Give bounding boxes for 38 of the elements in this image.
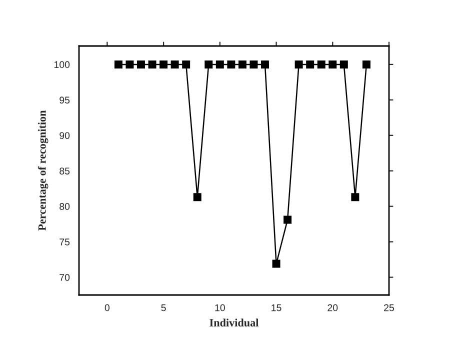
point [216,60,224,68]
y-axis-title: Percentage of recognition [38,110,48,231]
y-tick-label: 75 [60,238,70,246]
point [182,60,190,68]
point [317,60,326,68]
y-tick-label: 95 [60,96,70,104]
point [238,60,246,68]
point [126,60,134,68]
point [340,60,348,68]
point [261,60,269,68]
point [284,216,292,224]
x-axis-title: Individual [210,318,259,326]
x-tick-label: 5 [161,304,166,312]
x-tick-label: 25 [384,304,394,312]
point [170,60,179,68]
x-tick-label: 15 [272,304,282,312]
point [362,60,370,68]
y-tick-label: 90 [60,132,70,140]
point [114,60,122,68]
point [204,60,213,68]
y-tick-label: 70 [60,274,70,281]
point [306,60,314,68]
point [193,193,202,202]
y-tick-label: 80 [60,203,70,210]
point [272,260,280,268]
y-tick-label: 85 [60,168,70,174]
point [148,60,156,68]
point [294,60,303,68]
point [227,60,236,68]
point [137,60,145,68]
x-tick-label: 0 [104,304,110,312]
point [351,193,360,202]
y-tick-label: 100 [54,61,70,68]
x-tick-label: 10 [215,304,225,312]
point [250,60,258,68]
point [328,60,337,68]
x-tick-label: 20 [328,304,338,312]
point [160,60,168,68]
